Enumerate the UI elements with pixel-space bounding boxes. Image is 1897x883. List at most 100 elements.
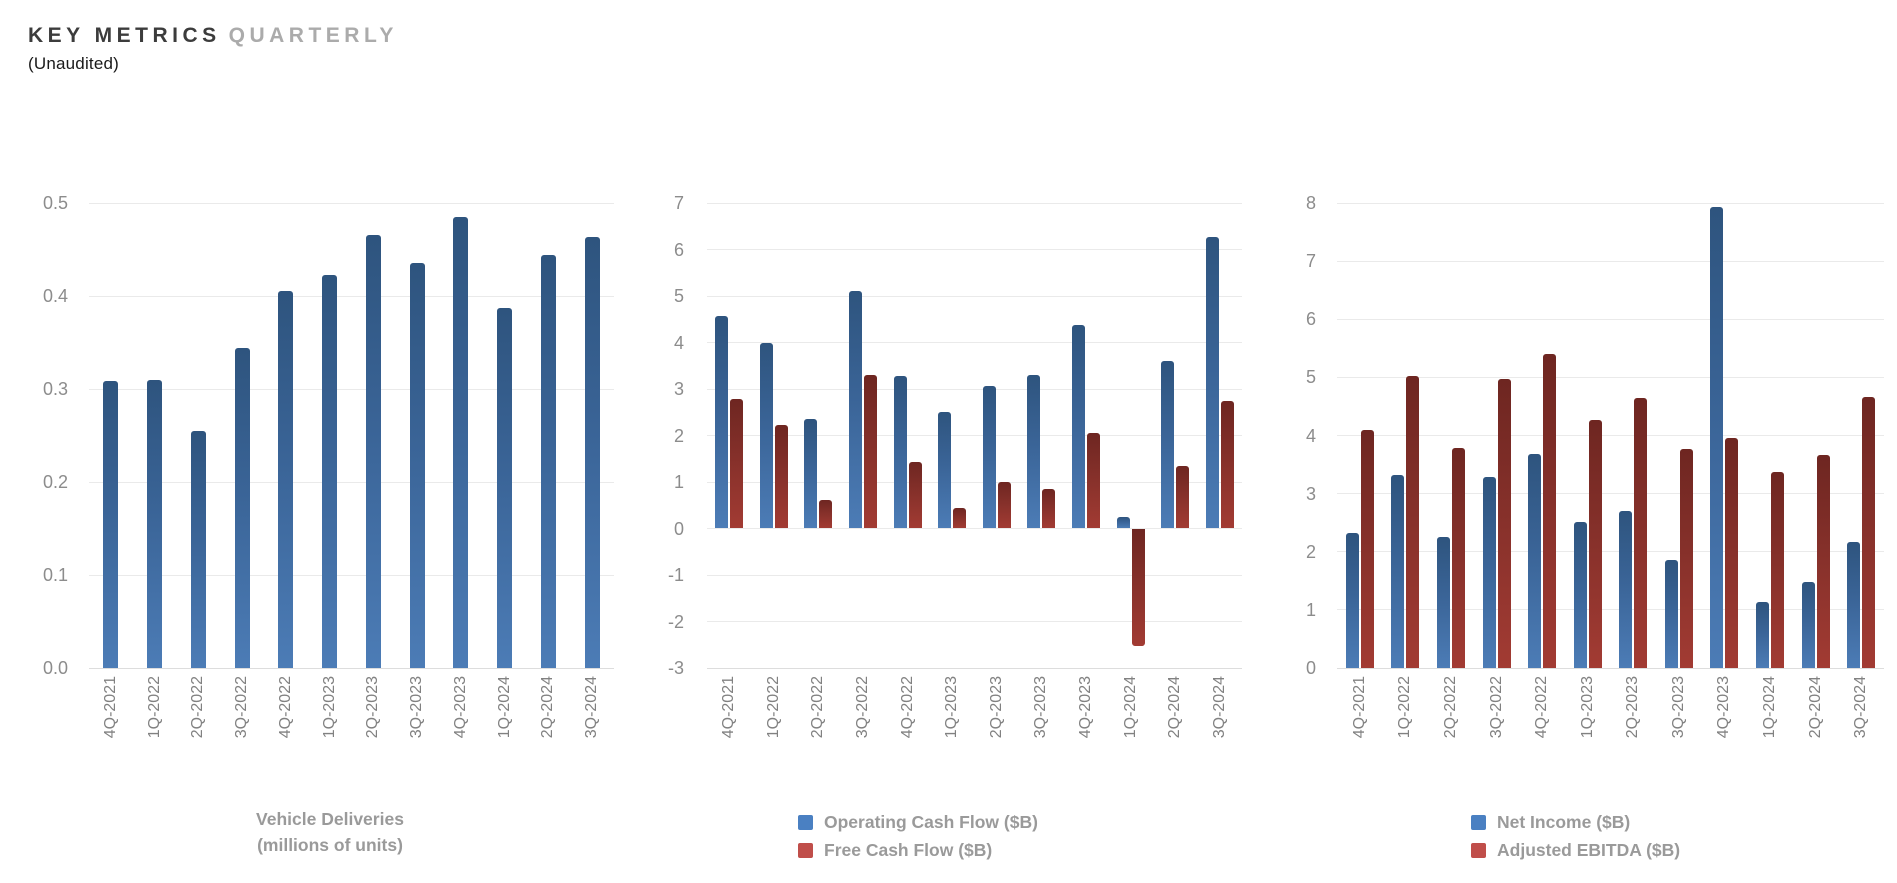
bar-blue-1Q-2024 bbox=[1756, 602, 1770, 668]
y-axis-label: 4 bbox=[1305, 425, 1316, 446]
bar-blue-4Q-2023 bbox=[1710, 207, 1724, 668]
page-header: KEY METRICS QUARTERLY (Unaudited) bbox=[28, 24, 398, 74]
x-axis-label: 4Q-2021 bbox=[1350, 676, 1368, 739]
bar-red-2Q-2022 bbox=[819, 499, 833, 529]
x-axis-label: 2Q-2023 bbox=[1624, 676, 1642, 739]
x-axis-label: 3Q-2022 bbox=[854, 676, 872, 739]
gridline bbox=[89, 202, 614, 204]
x-axis-label: 3Q-2023 bbox=[1032, 676, 1050, 739]
chart-legend: Net Income ($B) Adjusted EBITDA ($B) bbox=[1471, 808, 1680, 864]
chart-legend: Operating Cash Flow ($B) Free Cash Flow (… bbox=[798, 808, 1038, 864]
x-axis-label: 2Q-2022 bbox=[1441, 676, 1459, 739]
bar-red-3Q-2024 bbox=[1862, 396, 1876, 668]
bar-red-3Q-2022 bbox=[864, 375, 878, 529]
bar-blue-3Q-2023 bbox=[1027, 374, 1041, 529]
chart-caption-line: Vehicle Deliveries bbox=[256, 809, 404, 829]
bar-red-2Q-2022 bbox=[1451, 447, 1465, 668]
bar-blue-1Q-2022 bbox=[1391, 475, 1405, 668]
legend-swatch-blue bbox=[798, 814, 813, 830]
gridline bbox=[89, 295, 614, 297]
bar-blue-1Q-2024 bbox=[1116, 517, 1130, 529]
bar-blue-3Q-2023 bbox=[409, 263, 425, 668]
x-axis-label: 1Q-2023 bbox=[320, 676, 338, 739]
bar-blue-4Q-2021 bbox=[715, 315, 729, 529]
legend-item: Operating Cash Flow ($B) bbox=[798, 808, 1038, 836]
gridline bbox=[89, 574, 614, 576]
bar-blue-4Q-2022 bbox=[278, 291, 294, 668]
bar-blue-3Q-2022 bbox=[849, 291, 863, 529]
x-axis-label: 2Q-2023 bbox=[987, 676, 1005, 739]
x-axis-label: 2Q-2022 bbox=[809, 676, 827, 739]
x-axis-label: 2Q-2023 bbox=[364, 676, 382, 739]
y-axis-label: 5 bbox=[1305, 367, 1316, 388]
legend-label: Net Income ($B) bbox=[1497, 811, 1631, 832]
bar-red-3Q-2023 bbox=[1042, 488, 1056, 529]
legend-swatch-red bbox=[798, 842, 813, 858]
y-axis-label: 0.5 bbox=[42, 193, 68, 213]
legend-swatch-red bbox=[1471, 842, 1486, 858]
y-axis-label: 0.4 bbox=[42, 286, 68, 306]
x-axis-label: 3Q-2023 bbox=[408, 676, 426, 739]
bar-red-1Q-2024 bbox=[1131, 528, 1145, 647]
gridline bbox=[707, 388, 1242, 390]
x-axis-label: 4Q-2023 bbox=[1076, 676, 1094, 739]
bar-red-3Q-2024 bbox=[1220, 401, 1234, 529]
bar-blue-2Q-2023 bbox=[982, 386, 996, 529]
x-axis-label: 3Q-2024 bbox=[583, 676, 601, 739]
y-axis-label: 7 bbox=[1305, 251, 1316, 272]
x-axis-label: 2Q-2024 bbox=[539, 676, 557, 739]
x-axis-label: 3Q-2024 bbox=[1852, 676, 1870, 739]
gridline bbox=[1337, 493, 1884, 495]
x-axis-label: 2Q-2024 bbox=[1806, 676, 1824, 739]
x-axis-label: 4Q-2023 bbox=[451, 676, 469, 739]
bar-blue-2Q-2022 bbox=[1436, 536, 1450, 668]
gridline bbox=[707, 574, 1242, 576]
bar-blue-4Q-2023 bbox=[453, 216, 469, 668]
x-axis-label: 1Q-2024 bbox=[1121, 676, 1139, 739]
page-title: KEY METRICS QUARTERLY bbox=[28, 24, 398, 48]
y-axis-label: 2 bbox=[673, 425, 684, 446]
x-axis-label: 4Q-2022 bbox=[276, 676, 294, 739]
legend-swatch-blue bbox=[1471, 814, 1486, 830]
x-axis-label: 4Q-2021 bbox=[720, 676, 738, 739]
bar-red-1Q-2022 bbox=[774, 424, 788, 529]
gridline bbox=[89, 667, 614, 669]
gridline bbox=[89, 388, 614, 390]
bar-blue-3Q-2024 bbox=[1205, 237, 1219, 529]
y-axis-label: 4 bbox=[673, 332, 684, 353]
bar-red-4Q-2023 bbox=[1725, 438, 1739, 668]
x-axis-label: 1Q-2022 bbox=[764, 676, 782, 739]
bar-blue-3Q-2024 bbox=[584, 237, 600, 668]
legend-label: Adjusted EBITDA ($B) bbox=[1497, 839, 1681, 860]
legend-label: Operating Cash Flow ($B) bbox=[824, 811, 1038, 832]
page-subtitle: (Unaudited) bbox=[28, 54, 120, 73]
bar-red-1Q-2024 bbox=[1771, 471, 1785, 668]
y-axis-label: -1 bbox=[667, 565, 684, 585]
y-axis-label: 0 bbox=[673, 518, 684, 539]
bar-red-2Q-2024 bbox=[1816, 454, 1830, 668]
x-axis-label: 1Q-2023 bbox=[1578, 676, 1596, 739]
y-axis-label: 0.2 bbox=[42, 472, 68, 492]
chart-caption-line: (millions of units) bbox=[257, 835, 403, 855]
x-axis-label: 4Q-2022 bbox=[898, 676, 916, 739]
bar-red-1Q-2023 bbox=[1588, 419, 1602, 668]
gridline bbox=[89, 481, 614, 483]
x-axis-label: 1Q-2022 bbox=[1396, 676, 1414, 739]
bar-blue-1Q-2024 bbox=[497, 308, 513, 668]
bar-red-4Q-2021 bbox=[1360, 430, 1374, 668]
bar-red-4Q-2022 bbox=[908, 462, 922, 529]
legend-item: Adjusted EBITDA ($B) bbox=[1471, 836, 1680, 864]
y-axis-label: 0 bbox=[1305, 658, 1316, 678]
bar-red-2Q-2023 bbox=[1634, 397, 1648, 668]
y-axis-label: 0.0 bbox=[42, 658, 68, 678]
y-axis-label: 6 bbox=[1305, 309, 1316, 330]
bar-blue-3Q-2024 bbox=[1847, 541, 1861, 668]
y-axis-label: -3 bbox=[667, 658, 684, 678]
bar-blue-1Q-2023 bbox=[1573, 522, 1587, 668]
y-axis-label: 5 bbox=[673, 286, 684, 306]
chart-caption: Vehicle Deliveries (millions of units) bbox=[130, 806, 530, 858]
y-axis-label: 7 bbox=[673, 193, 684, 213]
bar-blue-4Q-2023 bbox=[1071, 325, 1085, 529]
